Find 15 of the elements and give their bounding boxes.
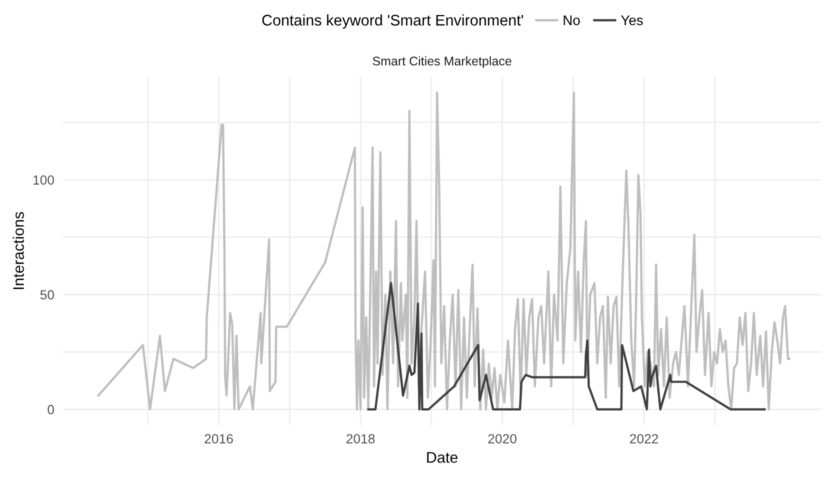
line-series [367,282,766,410]
x-tick-label: 2016 [204,434,233,444]
x-tick-label: 2022 [630,434,658,444]
y-tick-label: 100 [34,175,54,185]
x-tick-label: 2020 [488,434,516,444]
y-tick-label: 50 [40,290,54,300]
legend-label: Yes [620,16,643,26]
y-tick-label: 0 [48,404,54,414]
chart-title: Smart Cities Marketplace [372,56,512,68]
legend-title: Contains keyword 'Smart Environment' [262,14,523,29]
x-tick-label: 2018 [346,434,375,444]
y-axis-title: Interactions [12,212,24,290]
x-axis-title: Date [427,452,458,463]
line-series [97,91,790,410]
legend-label: No [564,16,580,26]
